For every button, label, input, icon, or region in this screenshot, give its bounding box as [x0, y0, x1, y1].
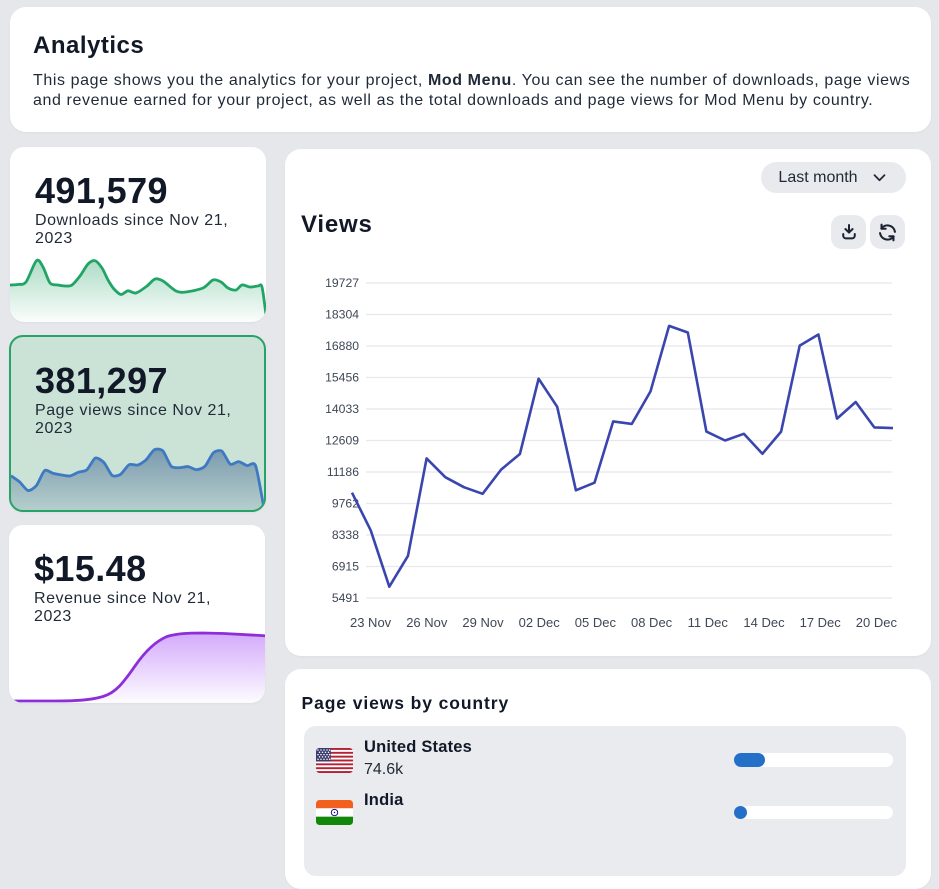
- svg-text:15456: 15456: [325, 371, 359, 385]
- svg-text:26 Nov: 26 Nov: [406, 615, 448, 630]
- svg-text:9762: 9762: [332, 497, 359, 511]
- svg-text:08 Dec: 08 Dec: [631, 615, 673, 630]
- svg-text:16880: 16880: [325, 339, 359, 353]
- svg-text:14033: 14033: [325, 402, 359, 416]
- svg-text:6915: 6915: [332, 560, 359, 574]
- svg-text:29 Nov: 29 Nov: [462, 615, 504, 630]
- svg-text:05 Dec: 05 Dec: [575, 615, 617, 630]
- svg-text:23 Nov: 23 Nov: [350, 615, 392, 630]
- svg-text:02 Dec: 02 Dec: [519, 615, 561, 630]
- svg-text:5491: 5491: [332, 591, 359, 605]
- svg-text:11186: 11186: [327, 465, 359, 479]
- svg-text:11 Dec: 11 Dec: [688, 615, 729, 630]
- svg-text:8338: 8338: [332, 528, 359, 542]
- svg-text:14 Dec: 14 Dec: [743, 615, 785, 630]
- svg-text:12609: 12609: [325, 434, 359, 448]
- svg-text:19727: 19727: [325, 276, 359, 290]
- svg-text:17 Dec: 17 Dec: [800, 615, 842, 630]
- svg-text:18304: 18304: [325, 308, 359, 322]
- svg-text:20 Dec: 20 Dec: [856, 615, 898, 630]
